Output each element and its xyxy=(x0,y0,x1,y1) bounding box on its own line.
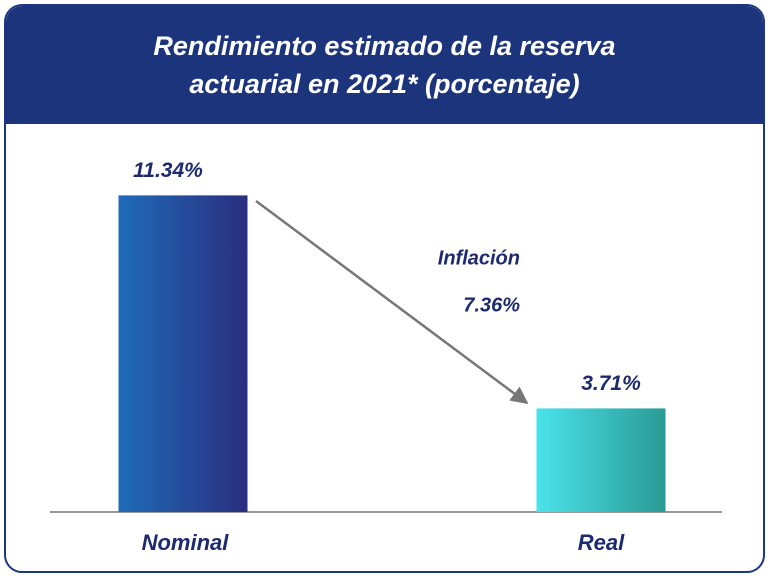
annotation: 7.36% xyxy=(463,294,520,316)
chart-title: Rendimiento estimado de la reserva actua… xyxy=(153,31,616,99)
arrow xyxy=(255,199,529,405)
header: Rendimiento estimado de la reserva actua… xyxy=(6,6,763,124)
x-tick-label: Nominal xyxy=(142,530,230,555)
value-label: 11.34% xyxy=(133,159,203,182)
annotation: Inflación xyxy=(438,247,520,269)
bar xyxy=(536,408,666,512)
value-label: 3.71% xyxy=(581,372,641,395)
x-tick-label: Real xyxy=(578,530,625,555)
bar xyxy=(118,195,248,512)
